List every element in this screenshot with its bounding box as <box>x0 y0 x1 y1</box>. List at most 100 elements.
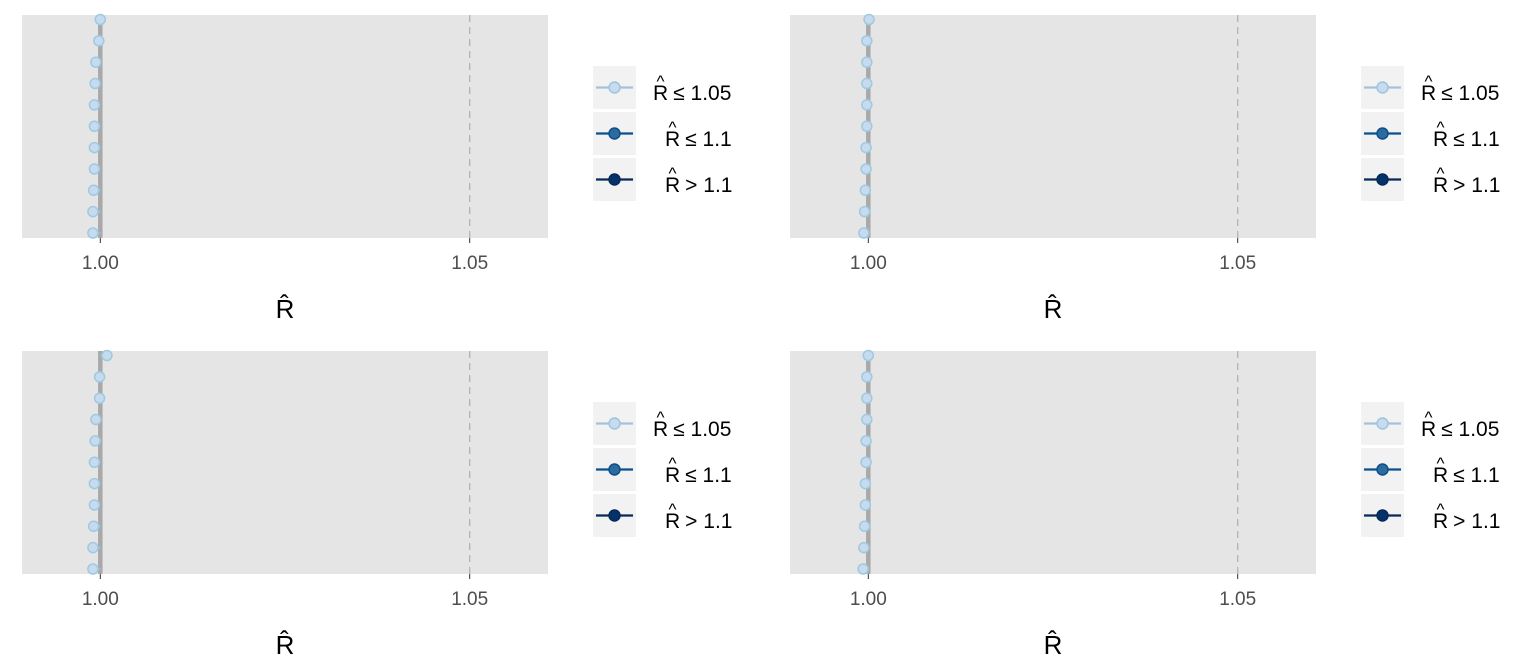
data-point <box>859 477 872 490</box>
legend-item: R > 1.1^ <box>593 158 732 201</box>
legend-label-condition: > 1.1 <box>1453 174 1500 197</box>
data-point <box>861 371 873 383</box>
data-point <box>88 477 101 490</box>
legend: R ≤ 1.05^R ≤ 1.1^R > 1.1^ <box>1361 66 1500 201</box>
legend-label-hat: ^ <box>669 500 677 519</box>
data-point <box>93 392 106 404</box>
data-point <box>87 227 99 239</box>
legend-label-condition: ≤ 1.1 <box>685 464 732 487</box>
legend-key-point <box>608 463 621 476</box>
x-axis-title: R̂ <box>276 630 295 660</box>
legend-label-symbol: R <box>1433 174 1448 197</box>
legend-label-hat: ^ <box>1425 72 1433 91</box>
legend-key-point <box>1376 127 1389 140</box>
data-point <box>90 56 102 68</box>
x-tick-label: 1.00 <box>82 589 119 610</box>
x-tick-label: 1.05 <box>1219 253 1256 274</box>
legend-key-point <box>1376 417 1389 430</box>
data-point <box>860 141 872 154</box>
data-point <box>88 456 101 468</box>
legend-label-hat: ^ <box>1425 408 1433 427</box>
data-point <box>860 435 872 447</box>
legend-item: R ≤ 1.05^ <box>1361 402 1499 445</box>
legend-label: R ≤ 1.05 <box>1421 418 1499 441</box>
x-tick-label: 1.05 <box>1219 589 1256 610</box>
legend-label: R ≤ 1.05 <box>653 418 731 441</box>
legend-key-point <box>608 173 621 186</box>
legend: R ≤ 1.05^R ≤ 1.1^R > 1.1^ <box>1361 402 1500 537</box>
data-point <box>862 349 875 362</box>
legend-label-hat: ^ <box>1437 164 1445 183</box>
legend-item: R > 1.1^ <box>593 494 732 537</box>
legend-label-symbol: R <box>1433 464 1448 487</box>
legend-label-symbol: R <box>665 464 680 487</box>
legend-label: R > 1.1 <box>1433 510 1500 533</box>
x-tick-label: 1.00 <box>850 253 887 274</box>
data-point <box>87 563 99 575</box>
legend-label-symbol: R <box>1421 82 1436 105</box>
plot-area <box>22 15 548 238</box>
legend-label: R ≤ 1.1 <box>665 128 732 151</box>
legend: R ≤ 1.05^R ≤ 1.1^R > 1.1^ <box>593 66 732 201</box>
x-axis-title: R̂ <box>1044 294 1063 324</box>
x-tick-label: 1.05 <box>451 589 488 610</box>
legend-label-hat: ^ <box>669 118 677 137</box>
x-tick-label: 1.00 <box>850 589 887 610</box>
data-point <box>94 13 107 26</box>
legend-item: R ≤ 1.05^ <box>1361 66 1499 109</box>
data-point <box>858 205 871 218</box>
chart-panel-top-right: 1.00 1.05R̂R ≤ 1.05^R ≤ 1.1^R > 1.1^ <box>790 13 1500 324</box>
legend-key-point <box>1376 463 1389 476</box>
legend-label-symbol: R <box>1433 128 1448 151</box>
x-axis-title: R̂ <box>276 294 295 324</box>
legend-item: R ≤ 1.05^ <box>593 402 731 445</box>
legend: R ≤ 1.05^R ≤ 1.1^R > 1.1^ <box>593 402 732 537</box>
legend-label-condition: > 1.1 <box>1453 510 1500 533</box>
legend-label: R ≤ 1.1 <box>1433 464 1500 487</box>
legend-label-hat: ^ <box>1437 118 1445 137</box>
legend-label: R ≤ 1.1 <box>665 464 732 487</box>
chart-panel-bottom-right: 1.00 1.05R̂R ≤ 1.05^R ≤ 1.1^R > 1.1^ <box>790 349 1500 660</box>
data-point <box>861 120 873 132</box>
legend-key-point <box>608 509 621 522</box>
x-tick-label: 1.00 <box>82 253 119 274</box>
legend-label-symbol: R <box>1433 510 1448 533</box>
data-point <box>87 520 100 533</box>
legend-label: R ≤ 1.05 <box>1421 82 1499 105</box>
data-point <box>861 56 873 68</box>
legend-label-condition: ≤ 1.05 <box>1441 418 1499 441</box>
legend-label-condition: ≤ 1.1 <box>685 128 732 151</box>
legend-item: R ≤ 1.05^ <box>593 66 731 109</box>
data-point <box>88 99 101 111</box>
chart-panel-top-left: 1.00 1.05R̂R ≤ 1.05^R ≤ 1.1^R > 1.1^ <box>22 13 732 324</box>
x-axis-title: R̂ <box>1044 630 1063 660</box>
legend-label-symbol: R <box>665 174 680 197</box>
data-point <box>861 392 873 404</box>
legend-item: R > 1.1 ^ <box>1361 158 1500 201</box>
legend-label: R ≤ 1.1 <box>1433 128 1500 151</box>
data-point <box>861 77 873 90</box>
legend-item: R ≤ 1.1^ <box>1361 448 1500 491</box>
data-point <box>858 541 870 554</box>
data-point <box>863 13 875 26</box>
data-point <box>88 141 101 154</box>
x-tick-label: 1.05 <box>451 253 488 274</box>
data-point <box>860 456 872 468</box>
data-point <box>87 541 99 554</box>
legend-key-point <box>1376 509 1389 522</box>
legend-key-point <box>1376 173 1389 186</box>
legend-label: R ≤ 1.05 <box>653 82 731 105</box>
data-point <box>859 499 872 511</box>
legend-label-hat: ^ <box>669 454 677 473</box>
legend-label-hat: ^ <box>657 408 665 427</box>
data-point <box>859 184 872 197</box>
legend-label-hat: ^ <box>657 72 665 91</box>
legend-label-hat: ^ <box>1437 500 1445 519</box>
chart-panel-bottom-left: 1.00 1.05R̂R ≤ 1.05^R ≤ 1.1^R > 1.1^ <box>22 349 732 660</box>
legend-key-point <box>608 417 621 430</box>
legend-item: R > 1.1^ <box>1361 494 1500 537</box>
data-point <box>87 205 99 218</box>
legend-label: R > 1.1 <box>665 174 732 197</box>
legend-label: R > 1.1 <box>665 510 732 533</box>
